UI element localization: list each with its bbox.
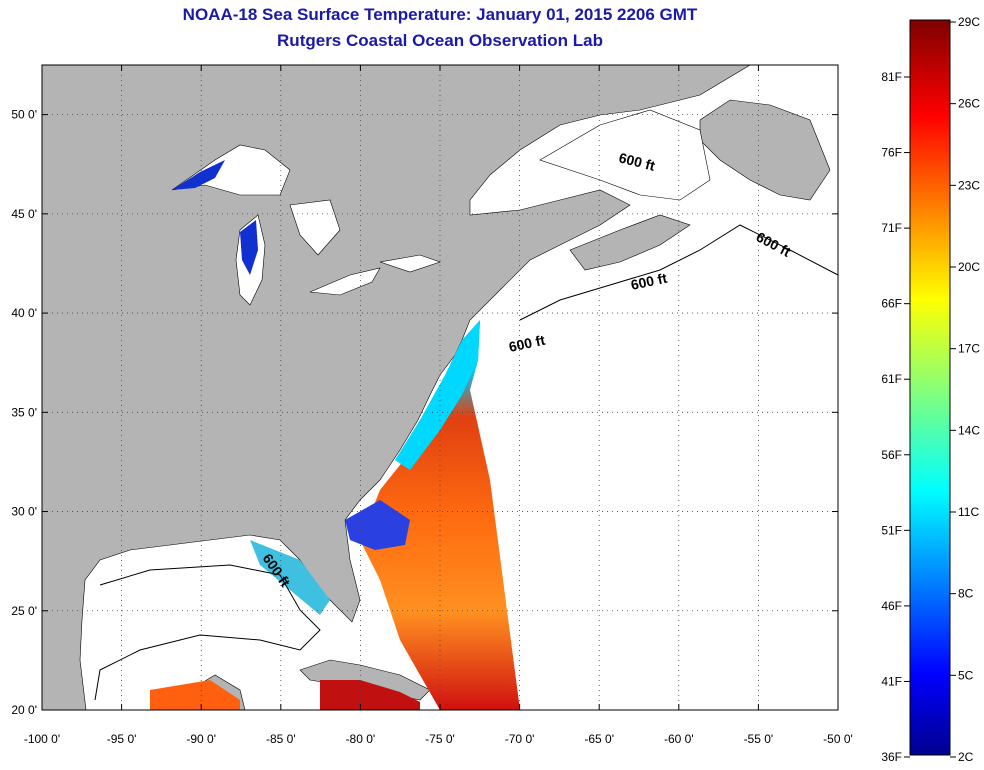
x-tick-label: -60 0' <box>664 732 694 746</box>
gulf-coastal-sst <box>250 540 330 615</box>
y-tick-label: 50 0' <box>11 108 37 122</box>
colorbar-label-f: 76F <box>881 146 902 160</box>
colorbar-label-f: 41F <box>881 674 902 688</box>
x-tick-label: -50 0' <box>823 732 853 746</box>
y-axis-labels: 50 0' 45 0' 40 0' 35 0' 30 0' 25 0' 20 0' <box>11 108 37 717</box>
cuba-warm-water <box>320 680 420 710</box>
colorbar-label-f: 36F <box>881 750 902 764</box>
colorbar-label-c: 29C <box>958 15 980 29</box>
x-tick-label: -75 0' <box>425 732 455 746</box>
x-tick-label: -70 0' <box>505 732 535 746</box>
colorbar-label-f: 56F <box>881 448 902 462</box>
gulf-st-lawrence <box>539 109 711 201</box>
contour-600ft-northeast <box>519 224 839 321</box>
colorbar-label-c: 2C <box>958 750 974 764</box>
lake-superior-sst <box>172 160 225 190</box>
map-subtitle: Rutgers Coastal Ocean Observation Lab <box>277 31 603 50</box>
nova-scotia-land <box>569 214 691 271</box>
colorbar-label-c: 17C <box>958 342 980 356</box>
x-tick-label: -100 0' <box>24 732 60 746</box>
depth-label-600ft: 600 ft <box>629 270 668 293</box>
x-tick-label: -55 0' <box>744 732 774 746</box>
colorbar-label-c: 8C <box>958 587 974 601</box>
north-america-land <box>41 64 752 711</box>
x-tick-label: -65 0' <box>584 732 614 746</box>
colorbar-label-f: 71F <box>881 221 902 235</box>
y-tick-label: 35 0' <box>11 405 37 419</box>
depth-contours <box>94 224 839 701</box>
x-tick-label: -95 0' <box>107 732 137 746</box>
x-tick-label: -80 0' <box>346 732 376 746</box>
map-border <box>41 64 839 711</box>
contour-600ft-gulf <box>94 564 321 701</box>
newfoundland-land <box>699 99 831 201</box>
depth-label-600ft: 600 ft <box>507 332 546 355</box>
lake-ontario <box>379 254 441 273</box>
gulf-warm-patch <box>150 680 240 710</box>
x-tick-label: -85 0' <box>266 732 296 746</box>
colorbar-label-c: 14C <box>958 423 980 437</box>
lake-erie <box>309 267 381 296</box>
y-tick-label: 25 0' <box>11 604 37 618</box>
colorbar-label-c: 23C <box>958 178 980 192</box>
colorbar-label-c: 5C <box>958 668 974 682</box>
colorbar-label-c: 20C <box>958 260 980 274</box>
coastal-cold-band <box>395 320 480 470</box>
colorbar-label-f: 61F <box>881 372 902 386</box>
colorbar-labels: 29C 26C 23C 20C 17C 14C 11C 8C 5C 2C 81F 76F 71F 66F 6… <box>881 15 980 764</box>
colorbar-label-f: 81F <box>881 70 902 84</box>
colorbar-label-c: 26C <box>958 97 980 111</box>
colorbar-label-f: 66F <box>881 297 902 311</box>
x-tick-label: -90 0' <box>186 732 216 746</box>
colorbar-label-f: 51F <box>881 523 902 537</box>
x-axis-labels: -100 0' -95 0' -90 0' -85 0' -80 0' -75 0' -70… <box>24 732 853 746</box>
y-tick-label: 30 0' <box>11 505 37 519</box>
y-tick-label: 20 0' <box>11 703 37 717</box>
map-title: NOAA-18 Sea Surface Temperature: January… <box>182 5 698 24</box>
colorbar-label-c: 11C <box>958 505 979 519</box>
land-layer <box>41 64 831 711</box>
carolina-cold-patch <box>345 500 410 550</box>
colorbar-label-f: 46F <box>881 599 902 613</box>
y-tick-label: 40 0' <box>11 306 37 320</box>
lake-michigan-sst <box>240 220 258 275</box>
y-tick-label: 45 0' <box>11 207 37 221</box>
colorbar <box>909 19 951 756</box>
